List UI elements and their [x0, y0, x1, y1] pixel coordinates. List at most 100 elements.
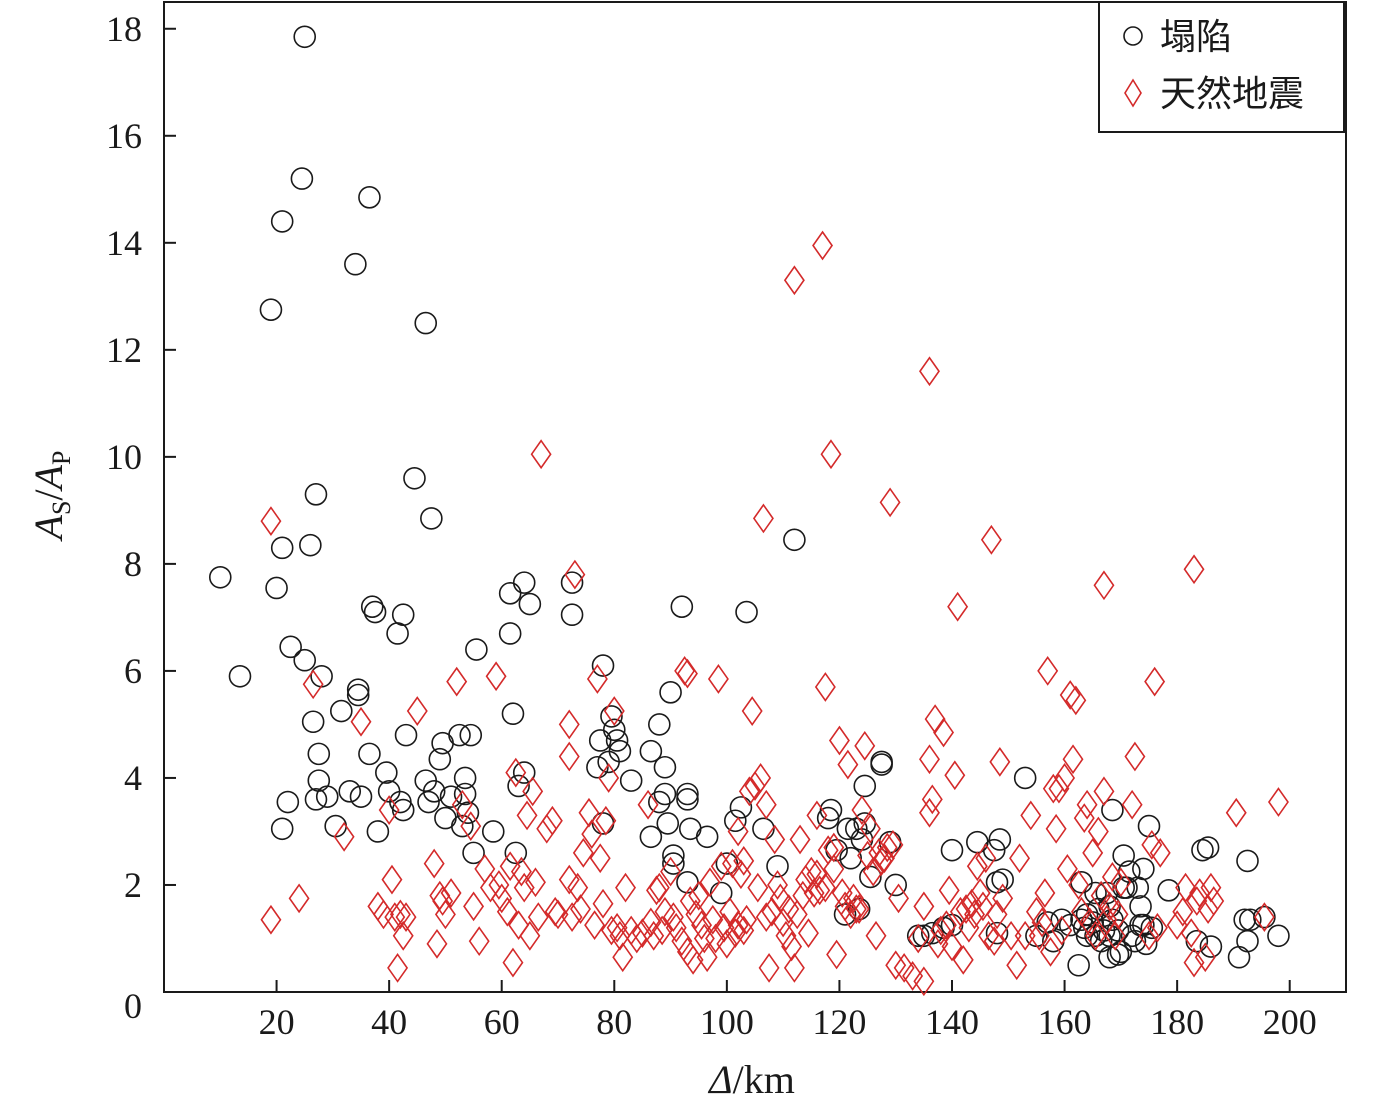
- data-point-earthquake: [814, 672, 836, 702]
- legend-box: [1098, 1, 1345, 133]
- data-point-earthquake: [406, 696, 428, 726]
- data-point-earthquake: [685, 899, 707, 930]
- data-point-collapse: [391, 798, 415, 822]
- data-point-earthquake: [1172, 896, 1194, 927]
- data-point-collapse: [338, 780, 362, 803]
- data-point-collapse: [1013, 766, 1037, 790]
- data-point-earthquake: [921, 784, 943, 815]
- data-point-earthquake: [1079, 907, 1101, 938]
- data-point-collapse: [1239, 908, 1262, 932]
- data-point-collapse: [439, 785, 463, 808]
- data-point-collapse: [1267, 924, 1290, 948]
- data-point-collapse: [1067, 953, 1090, 977]
- data-point-earthquake: [558, 709, 580, 740]
- data-point-earthquake: [989, 747, 1011, 777]
- data-point-earthquake: [761, 896, 783, 927]
- data-point-collapse: [991, 868, 1014, 891]
- data-point-earthquake: [1203, 886, 1225, 916]
- data-point-earthquake: [1056, 854, 1078, 884]
- series-earthquake: [260, 230, 1289, 997]
- data-point-collapse: [597, 750, 620, 774]
- data-point-earthquake: [893, 953, 915, 983]
- data-point-collapse: [695, 825, 719, 849]
- data-point-earthquake: [854, 730, 876, 761]
- plot-frame: [163, 1, 1347, 993]
- data-point-collapse: [1157, 879, 1180, 902]
- data-point-earthquake: [1040, 936, 1061, 967]
- data-point-earthquake: [879, 487, 901, 518]
- data-point-earthquake: [640, 907, 662, 938]
- data-point-collapse: [358, 186, 381, 209]
- data-point-collapse: [1075, 903, 1099, 926]
- data-point-earthquake: [696, 942, 718, 973]
- data-point-earthquake: [792, 880, 814, 911]
- data-point-earthquake: [859, 813, 881, 844]
- legend-label-collapse: 塌陷: [1160, 17, 1232, 58]
- data-point-collapse: [498, 582, 522, 605]
- data-point-earthquake: [505, 757, 527, 788]
- data-point-earthquake: [744, 771, 766, 801]
- data-point-collapse: [1253, 905, 1276, 929]
- data-point-collapse: [417, 790, 440, 814]
- data-point-collapse: [966, 830, 989, 854]
- data-point-earthquake: [1054, 763, 1076, 793]
- data-point-earthquake: [1087, 816, 1109, 847]
- data-point-collapse: [602, 718, 626, 742]
- data-point-collapse: [329, 699, 353, 723]
- data-point-earthquake: [1048, 773, 1070, 804]
- data-point-collapse: [656, 812, 680, 835]
- data-point-collapse: [1236, 849, 1259, 873]
- data-point-earthquake: [1068, 870, 1090, 900]
- data-point-earthquake: [679, 886, 701, 916]
- data-point-earthquake: [595, 805, 617, 836]
- data-point-earthquake: [941, 931, 963, 962]
- data-point-earthquake: [395, 902, 417, 932]
- data-point-earthquake: [1082, 837, 1104, 868]
- data-point-earthquake: [882, 829, 904, 860]
- data-point-earthquake: [907, 923, 929, 954]
- data-point-earthquake: [1104, 920, 1126, 951]
- data-point-collapse: [639, 825, 663, 849]
- data-point-earthquake: [1183, 947, 1205, 978]
- legend-diamond-marker: [1124, 78, 1142, 108]
- data-point-collapse: [1199, 935, 1223, 958]
- data-point-collapse: [498, 622, 522, 645]
- data-point-collapse: [1196, 836, 1220, 859]
- data-point-earthquake: [1149, 837, 1171, 868]
- data-point-collapse: [833, 903, 857, 926]
- data-point-collapse: [1140, 916, 1164, 940]
- data-point-collapse: [422, 780, 446, 803]
- data-point-earthquake: [857, 840, 879, 871]
- data-point-earthquake: [1037, 656, 1059, 686]
- data-point-earthquake: [716, 928, 738, 959]
- data-point-earthquake: [1110, 867, 1132, 898]
- data-point-collapse: [507, 774, 530, 798]
- data-point-earthquake: [975, 843, 997, 874]
- data-point-earthquake: [919, 744, 940, 775]
- data-point-earthquake: [1045, 813, 1067, 844]
- data-point-earthquake: [885, 950, 907, 981]
- data-point-collapse: [301, 710, 325, 734]
- data-point-collapse: [358, 742, 381, 766]
- data-point-earthquake: [873, 843, 895, 874]
- data-point-earthquake: [840, 899, 862, 930]
- data-point-collapse: [884, 873, 908, 897]
- data-point-collapse: [729, 796, 753, 819]
- data-point-collapse: [1185, 929, 1209, 953]
- data-point-collapse: [988, 828, 1012, 851]
- data-point-earthquake: [392, 920, 414, 951]
- data-point-earthquake: [350, 706, 372, 737]
- data-point-earthquake: [1180, 918, 1202, 949]
- data-point-earthquake: [888, 883, 910, 914]
- data-point-earthquake: [508, 910, 530, 940]
- data-point-collapse: [456, 801, 480, 825]
- data-point-collapse: [462, 841, 485, 865]
- data-point-earthquake: [637, 789, 659, 820]
- data-point-earthquake: [1124, 741, 1146, 772]
- data-point-earthquake: [707, 664, 729, 694]
- data-point-earthquake: [691, 910, 713, 940]
- data-point-collapse: [259, 298, 283, 322]
- data-point-collapse: [608, 739, 632, 763]
- data-point-earthquake: [260, 506, 282, 536]
- data-point-earthquake: [727, 910, 749, 940]
